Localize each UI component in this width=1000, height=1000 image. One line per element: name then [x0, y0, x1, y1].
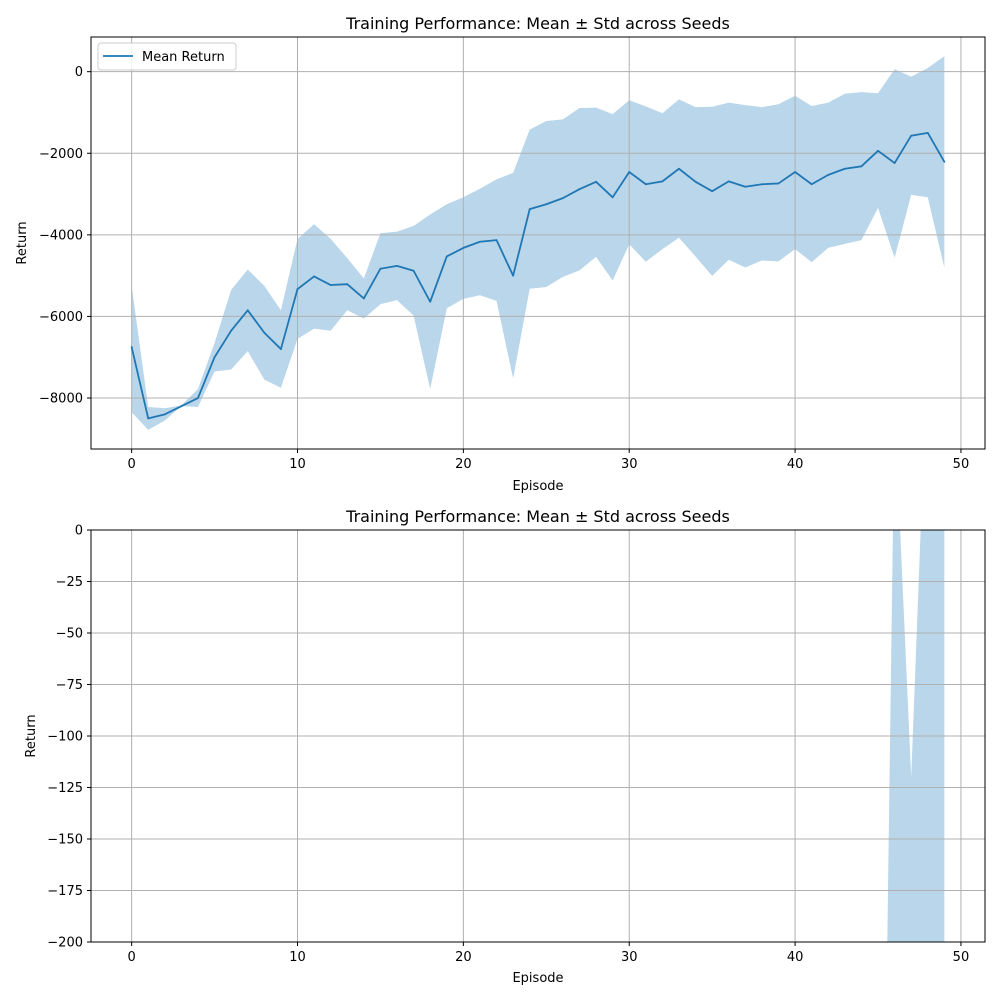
mean-return-point — [412, 269, 415, 272]
x-tick-label: 40 — [787, 950, 804, 965]
mean-return-point — [761, 183, 763, 186]
y-axis-label: Return — [15, 221, 30, 264]
x-tick-label: 0 — [127, 950, 135, 965]
mean-return-point — [213, 356, 216, 359]
mean-return-point — [611, 196, 614, 199]
mean-return-point — [794, 171, 796, 173]
y-tick-label: 0 — [75, 65, 83, 80]
y-tick-label: −200 — [47, 936, 83, 951]
mean-return-point — [827, 173, 830, 176]
mean-return-point — [843, 167, 846, 170]
mean-return-point — [694, 180, 697, 183]
mean-return-point — [644, 183, 647, 186]
legend-label-mean-return: Mean Return — [142, 50, 225, 65]
mean-return-point — [396, 264, 398, 267]
y-tick-label: −125 — [47, 781, 83, 796]
mean-return-point — [926, 131, 929, 134]
std-band — [131, 56, 945, 430]
mean-return-point — [130, 346, 133, 348]
mean-return-point — [628, 171, 631, 173]
mean-return-point — [877, 149, 879, 152]
mean-return-point — [943, 160, 946, 163]
mean-return-point — [495, 239, 498, 242]
x-tick-label: 20 — [455, 457, 472, 472]
axes-layer: 0 10 20 30 40 50 0 −25 −50 −75 −100 −125 −150 −175 −20… — [47, 524, 986, 965]
mean-return-point — [744, 185, 747, 188]
plot-frame — [90, 529, 986, 943]
x-tick-label: 0 — [127, 457, 135, 472]
axes-layer: 0 10 20 30 40 50 0 −2000 −4000 −6000 −8000 — [39, 36, 986, 472]
mean-return-point — [528, 208, 531, 211]
mean-return-point — [678, 167, 680, 170]
mean-return-point — [147, 417, 150, 420]
y-tick-label: −175 — [47, 884, 83, 899]
y-tick-label: −75 — [56, 678, 83, 693]
x-axis-label: Episode — [512, 971, 563, 986]
mean-return-point — [263, 331, 266, 334]
plot-frame — [90, 36, 986, 450]
mean-return-point — [329, 284, 332, 286]
y-axis-label: Return — [24, 714, 39, 757]
mean-return-point — [230, 329, 233, 332]
mean-return-point — [280, 348, 282, 350]
mean-return-point — [727, 180, 730, 183]
x-tick-label: 20 — [455, 950, 472, 965]
y-tick-label: 0 — [75, 524, 83, 539]
mean-return-point — [711, 190, 714, 193]
chart-title: Training Performance: Mean ± Std across … — [345, 507, 730, 526]
bottom-chart: 0 10 20 30 40 50 0 −25 −50 −75 −100 −125 −150 −175 −20… — [24, 507, 986, 986]
y-tick-label: −100 — [47, 730, 83, 745]
legend-frame — [97, 42, 237, 71]
mean-return-point — [379, 267, 382, 270]
mean-return-point — [479, 240, 481, 243]
mean-return-point — [346, 283, 349, 286]
mean-return-point — [810, 183, 813, 186]
std-band-layer — [131, 56, 945, 430]
y-tick-label: −2000 — [39, 147, 83, 162]
mean-return-point — [661, 180, 664, 183]
mean-return-point — [860, 165, 863, 168]
mean-return-point — [578, 188, 581, 191]
mean-return-point — [246, 309, 249, 312]
x-tick-label: 30 — [621, 457, 638, 472]
x-tick-label: 40 — [787, 457, 804, 472]
mean-return-point — [893, 162, 896, 164]
mean-return-point — [163, 413, 166, 416]
y-tick-label: −6000 — [39, 310, 83, 325]
y-tick-label: −4000 — [39, 228, 83, 243]
y-tick-label: −25 — [56, 575, 83, 590]
mean-return-point — [313, 275, 315, 278]
mean-return-point — [512, 274, 515, 277]
mean-return-point — [296, 288, 299, 290]
x-tick-label: 30 — [621, 950, 638, 965]
x-tick-label: 50 — [953, 457, 970, 472]
mean-return-line — [130, 131, 946, 420]
mean-return-point — [180, 405, 183, 408]
mean-return-point — [362, 297, 365, 300]
y-tick-label: −150 — [47, 833, 83, 848]
mean-return-point — [445, 255, 448, 258]
x-axis-label: Episode — [512, 479, 563, 494]
mean-return-point — [561, 197, 564, 200]
x-tick-label: 10 — [289, 457, 306, 472]
mean-line-layer — [130, 131, 946, 420]
grid-layer — [91, 37, 985, 449]
mean-return-point — [595, 180, 597, 183]
grid-layer — [91, 529, 985, 943]
mean-return-point — [429, 300, 432, 303]
mean-return-point — [545, 203, 548, 206]
x-tick-label: 50 — [953, 950, 970, 965]
y-tick-label: −8000 — [39, 392, 83, 407]
y-tick-label: −50 — [56, 627, 83, 642]
legend: Mean Return — [97, 42, 237, 71]
mean-return-point — [197, 397, 199, 399]
x-tick-label: 10 — [289, 950, 306, 965]
chart-title: Training Performance: Mean ± Std across … — [345, 14, 730, 33]
mean-return-point — [777, 182, 780, 185]
mean-return-point — [462, 247, 465, 249]
mean-return-point — [910, 134, 913, 137]
top-chart: 0 10 20 30 40 50 0 −2000 −4000 −6000 −8000 Trainin… — [15, 14, 986, 494]
